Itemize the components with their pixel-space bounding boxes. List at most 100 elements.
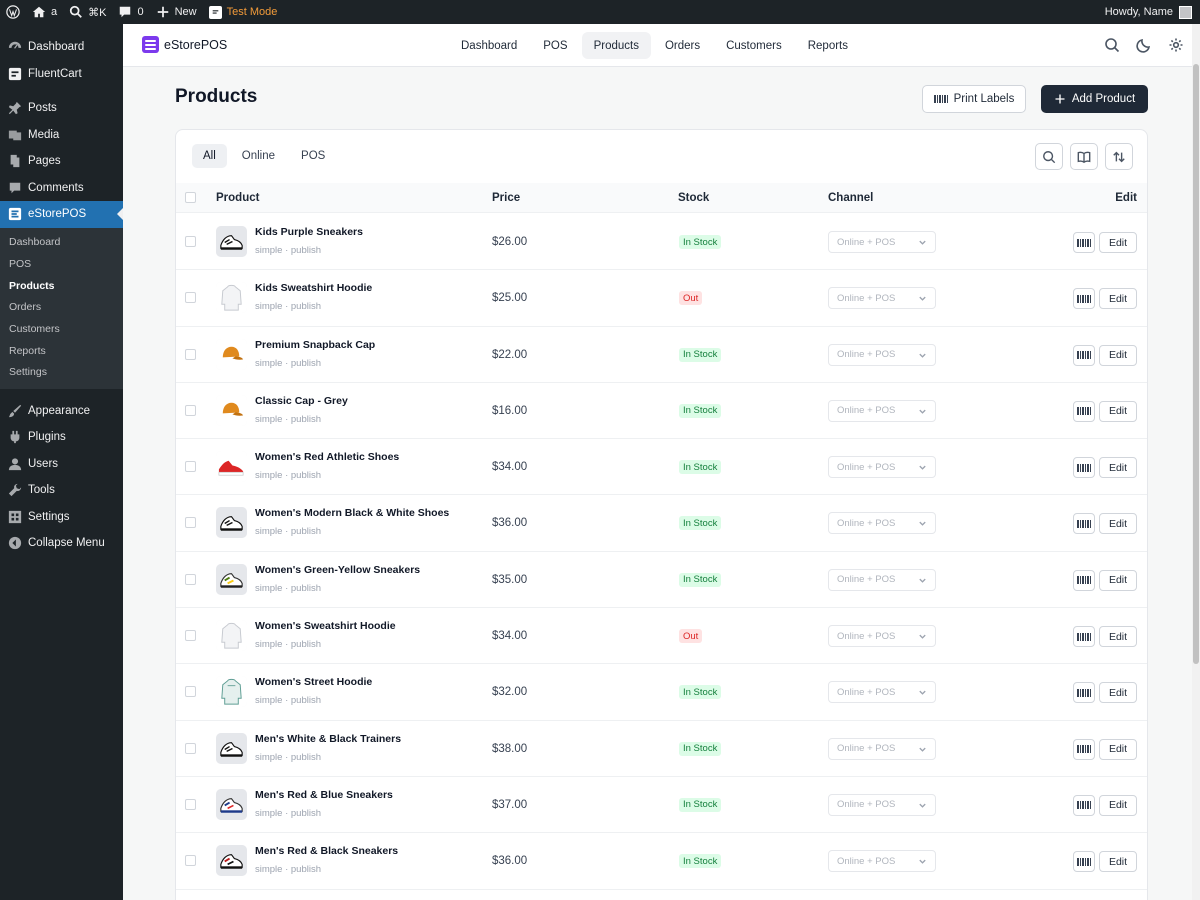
- row-checkbox[interactable]: [185, 742, 196, 754]
- admin-search[interactable]: ⌘K: [63, 0, 112, 24]
- menu-dashboard[interactable]: Dashboard: [0, 34, 123, 61]
- menu-plugins[interactable]: Plugins: [0, 424, 123, 451]
- menu-media[interactable]: Media: [0, 122, 123, 149]
- column-product[interactable]: Product: [216, 192, 260, 204]
- submenu-orders[interactable]: Orders: [9, 301, 42, 314]
- product-name[interactable]: Classic Cap - Grey: [255, 394, 348, 407]
- row-checkbox[interactable]: [185, 292, 196, 304]
- table-row[interactable]: Kids Sweatshirt Hoodie simple · publish $2…: [176, 270, 1147, 327]
- product-name[interactable]: Men's White & Black Trainers: [255, 732, 402, 745]
- channel-select[interactable]: Online + POS: [828, 625, 936, 648]
- search-button[interactable]: [1035, 143, 1063, 170]
- product-name[interactable]: Women's Modern Black & White Shoes: [255, 507, 450, 520]
- edit-button[interactable]: Edit: [1099, 626, 1137, 648]
- print-label-button[interactable]: [1073, 626, 1095, 648]
- print-label-button[interactable]: [1073, 851, 1095, 873]
- row-checkbox[interactable]: [185, 461, 196, 473]
- scrollbar-thumb[interactable]: [1193, 64, 1199, 664]
- print-label-button[interactable]: [1073, 569, 1095, 591]
- row-checkbox[interactable]: [185, 686, 196, 698]
- gear-icon[interactable]: [1168, 37, 1184, 53]
- product-name[interactable]: Women's Red Athletic Shoes: [255, 451, 400, 464]
- menu-tools[interactable]: Tools: [0, 477, 123, 504]
- print-label-button[interactable]: [1073, 288, 1095, 310]
- product-name[interactable]: Premium Snapback Cap: [255, 338, 376, 351]
- table-row[interactable]: Men's White & Black Trainers simple · pub…: [176, 721, 1147, 777]
- print-label-button[interactable]: [1073, 513, 1095, 535]
- print-label-button[interactable]: [1073, 232, 1095, 253]
- menu-users[interactable]: Users: [0, 450, 123, 477]
- channel-select[interactable]: Online + POS: [828, 399, 936, 422]
- nav-orders[interactable]: Orders: [664, 39, 701, 52]
- submenu-reports[interactable]: Reports: [9, 344, 46, 357]
- select-all-checkbox[interactable]: [185, 192, 196, 203]
- page-scrollbar[interactable]: [1192, 24, 1200, 900]
- menu-appearance[interactable]: Appearance: [0, 397, 123, 424]
- edit-button[interactable]: Edit: [1099, 400, 1137, 422]
- nav-customers[interactable]: Customers: [726, 39, 782, 52]
- table-row[interactable]: Kids Purple Sneakers simple · publish $26.…: [176, 214, 1147, 271]
- menu-posts[interactable]: Posts: [0, 95, 123, 122]
- edit-button[interactable]: Edit: [1099, 738, 1137, 760]
- table-row[interactable]: Women's Red Athletic Shoes simple · publi…: [176, 439, 1147, 496]
- menu-collapse[interactable]: Collapse Menu: [0, 530, 123, 557]
- channel-select[interactable]: Online + POS: [828, 737, 936, 760]
- nav-reports[interactable]: Reports: [807, 39, 848, 52]
- filter-pos[interactable]: POS: [301, 150, 326, 162]
- edit-button[interactable]: Edit: [1099, 288, 1137, 310]
- product-name[interactable]: Women's Sweatshirt Hoodie: [255, 620, 396, 633]
- column-channel[interactable]: Channel: [828, 192, 874, 204]
- submenu-pos[interactable]: POS: [9, 258, 32, 271]
- edit-button[interactable]: Edit: [1099, 344, 1137, 366]
- column-stock[interactable]: Stock: [678, 192, 710, 204]
- table-row[interactable]: Classic Cap - Grey simple · publish $16.00…: [176, 383, 1147, 440]
- row-checkbox[interactable]: [185, 798, 196, 810]
- channel-select[interactable]: Online + POS: [828, 287, 936, 310]
- channel-select[interactable]: Online + POS: [828, 231, 936, 253]
- comments-menu[interactable]: 0: [112, 0, 149, 24]
- nav-products[interactable]: Products: [581, 32, 651, 59]
- print-label-button[interactable]: [1073, 738, 1095, 760]
- row-checkbox[interactable]: [185, 404, 196, 416]
- submenu-customers[interactable]: Customers: [9, 323, 60, 336]
- table-row[interactable]: Men's Red & Black Sneakers simple · publi…: [176, 833, 1147, 890]
- edit-button[interactable]: Edit: [1099, 794, 1137, 816]
- edit-button[interactable]: Edit: [1099, 513, 1137, 535]
- menu-pages[interactable]: Pages: [0, 148, 123, 175]
- product-name[interactable]: Kids Purple Sneakers: [255, 226, 363, 238]
- product-name[interactable]: Kids Sweatshirt Hoodie: [255, 282, 373, 295]
- column-price[interactable]: Price: [492, 192, 521, 204]
- site-name-menu[interactable]: a: [26, 0, 63, 24]
- test-mode-indicator[interactable]: Test Mode: [203, 0, 284, 24]
- table-row[interactable]: Premium Snapback Cap simple · publish $22.…: [176, 327, 1147, 383]
- wp-logo-menu[interactable]: [0, 0, 26, 24]
- edit-button[interactable]: Edit: [1099, 851, 1137, 873]
- product-name[interactable]: Men's Red & Black Sneakers: [255, 845, 399, 858]
- submenu-settings[interactable]: Settings: [9, 366, 47, 379]
- edit-button[interactable]: Edit: [1099, 569, 1137, 591]
- columns-button[interactable]: [1070, 143, 1098, 170]
- print-labels-button[interactable]: Print Labels: [922, 85, 1026, 113]
- filter-online[interactable]: Online: [241, 150, 276, 162]
- print-label-button[interactable]: [1073, 400, 1095, 422]
- menu-estorepos[interactable]: eStorePOS: [0, 201, 123, 228]
- menu-fluentcart[interactable]: FluentCart: [0, 61, 123, 88]
- new-content-menu[interactable]: New: [150, 0, 203, 24]
- edit-button[interactable]: Edit: [1099, 682, 1137, 704]
- print-label-button[interactable]: [1073, 457, 1095, 479]
- product-name[interactable]: Men's Red & Blue Sneakers: [255, 788, 393, 801]
- product-name[interactable]: Women's Green-Yellow Sneakers: [255, 563, 421, 576]
- search-icon[interactable]: [1104, 37, 1120, 53]
- print-label-button[interactable]: [1073, 682, 1095, 704]
- table-row[interactable]: Men's Red & Blue Sneakers simple · publis…: [176, 777, 1147, 834]
- filter-all[interactable]: All: [192, 144, 227, 168]
- submenu-products[interactable]: Products: [9, 279, 55, 292]
- edit-button[interactable]: Edit: [1099, 232, 1137, 253]
- menu-comments[interactable]: Comments: [0, 175, 123, 202]
- table-row[interactable]: Women's Green-Yellow Sneakers simple · pu…: [176, 552, 1147, 609]
- channel-select[interactable]: Online + POS: [828, 343, 936, 366]
- print-label-button[interactable]: [1073, 344, 1095, 366]
- add-product-button[interactable]: Add Product: [1041, 85, 1148, 113]
- edit-button[interactable]: Edit: [1099, 457, 1137, 479]
- channel-select[interactable]: Online + POS: [828, 850, 936, 873]
